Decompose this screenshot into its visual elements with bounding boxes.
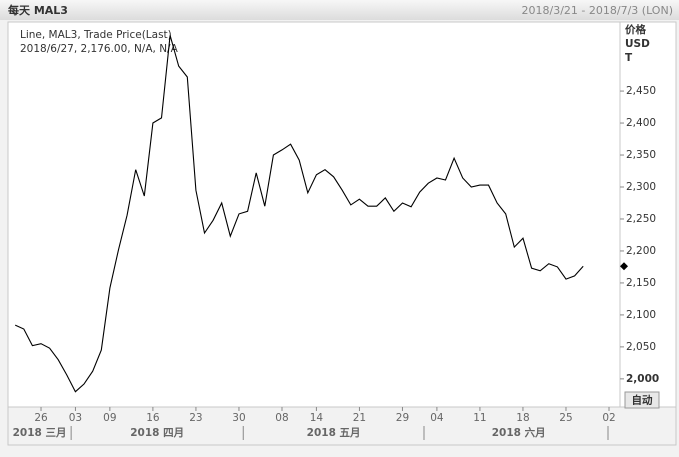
y-axis-label: 价格	[625, 23, 646, 36]
y-tick-label: 2,250	[626, 213, 656, 225]
x-tick-label: 18	[516, 412, 529, 424]
y-tick-label: 2,000	[626, 373, 659, 385]
x-tick-label: 21	[353, 412, 366, 424]
last-value-marker	[620, 262, 628, 271]
chart-title: 每天 MAL3	[8, 3, 68, 17]
month-label: 2018 五月	[307, 427, 361, 439]
y-tick-label: 2,200	[626, 245, 656, 257]
y-axis-area	[619, 21, 677, 408]
readout: 2018/6/27, 2,176.00, N/A, N/A	[20, 43, 179, 55]
x-axis-area	[7, 406, 677, 446]
x-tick-label: 02	[602, 412, 615, 424]
y-tick-label: 2,100	[626, 309, 656, 321]
legend-entry: Line, MAL3, Trade Price(Last)	[20, 29, 172, 41]
x-tick-label: 25	[559, 412, 572, 424]
x-tick-label: 03	[69, 412, 82, 424]
y-tick-label: 2,300	[626, 181, 656, 193]
plot-area	[7, 21, 621, 408]
y-tick-label: 2,450	[626, 85, 656, 97]
x-tick-label: 16	[146, 412, 160, 424]
y-tick-label: 2,400	[626, 117, 656, 129]
x-tick-label: 29	[396, 412, 409, 424]
price-line	[14, 35, 584, 393]
x-tick-label: 14	[310, 412, 324, 424]
header-bar	[0, 0, 679, 20]
x-tick-label: 30	[232, 412, 245, 424]
month-label: 2018 四月	[130, 427, 184, 439]
x-tick-label: 09	[103, 412, 116, 424]
autoscale-button[interactable]	[624, 391, 660, 409]
date-range: 2018/3/21 - 2018/7/3 (LON)	[522, 4, 673, 17]
month-label: 2018 三月	[13, 427, 67, 439]
x-tick-label: 08	[275, 412, 288, 424]
y-tick-label: 2,050	[626, 341, 656, 353]
y-axis-label: T	[625, 52, 633, 64]
y-axis-label: USD	[625, 38, 650, 50]
x-tick-label: 26	[34, 412, 48, 424]
x-tick-label: 11	[473, 412, 486, 424]
x-tick-label: 23	[189, 412, 202, 424]
y-tick-label: 2,150	[626, 277, 656, 289]
y-tick-label: 2,350	[626, 149, 656, 161]
autoscale-button-label[interactable]: 自动	[632, 394, 653, 407]
x-tick-label: 04	[430, 412, 444, 424]
month-label: 2018 六月	[492, 426, 546, 439]
